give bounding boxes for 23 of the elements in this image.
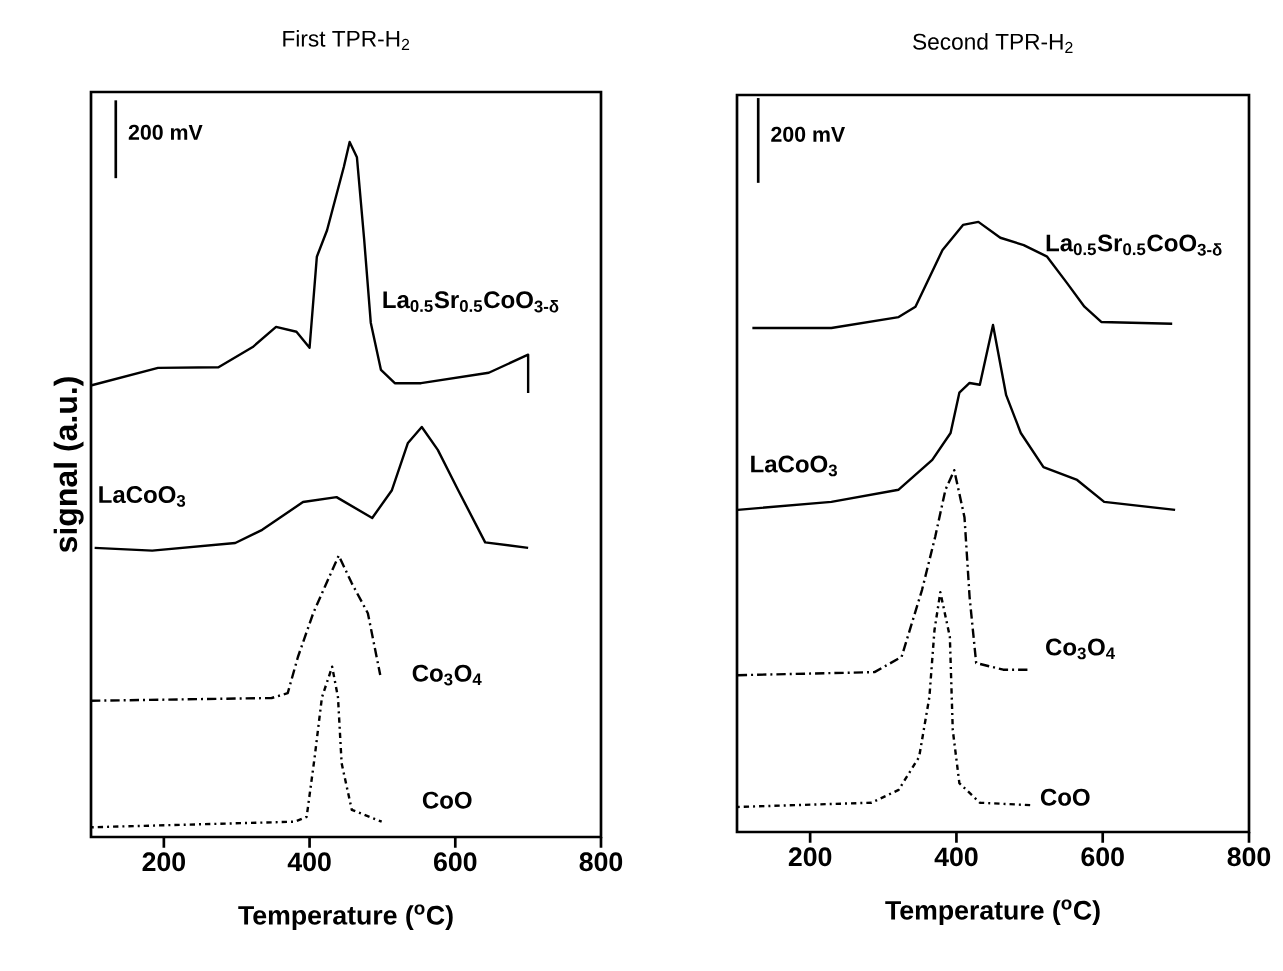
x-tick-label: 200 [142, 852, 186, 872]
chart-title: First TPR-H$_{2}$ [283, 30, 410, 50]
series-label: La$_{0.5}$Sr$_{0.5}$CoO$_{3-δ}$ [1046, 234, 1222, 256]
x-axis-title: Temperature ($^{o}$C) [238, 904, 453, 931]
series-label: CoO [422, 791, 472, 809]
series-label: La$_{0.5}$Sr$_{0.5}$CoO$_{3-δ}$ [383, 291, 559, 313]
x-tick-label: 600 [1081, 847, 1124, 867]
text: 200 mV [771, 126, 846, 142]
x-tick-label: 400 [934, 847, 978, 867]
x-tick-label: 600 [434, 852, 477, 872]
series-label: LaCoO$_{3}$ [99, 486, 186, 507]
x-tick-label: 800 [579, 852, 623, 872]
text: 200 mV [128, 124, 203, 140]
chart-title: Second TPR-H$_{2}$ [913, 33, 1073, 53]
x-tick-label: 200 [788, 847, 832, 867]
x-tick-label: 800 [1227, 847, 1271, 867]
series-label: Co$_{3}$O$_{4}$ [1046, 638, 1115, 660]
x-tick-label: 400 [287, 852, 331, 872]
x-axis-title: Temperature ($^{o}$C) [885, 899, 1100, 926]
series-label: Co$_{3}$O$_{4}$ [412, 664, 482, 686]
y-axis-title: signal (a.u.) [53, 377, 84, 553]
series-label: CoO [1040, 788, 1090, 806]
series-label: LaCoO$_{3}$ [751, 455, 837, 477]
